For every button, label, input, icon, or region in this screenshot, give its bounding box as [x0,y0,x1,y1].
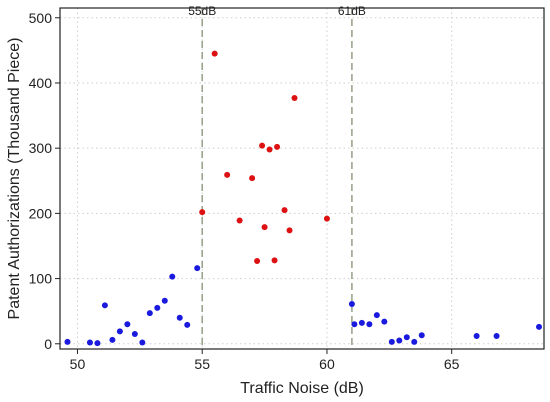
data-point [323,215,330,222]
x-tick-label: 50 [70,356,86,372]
data-point [146,310,153,317]
data-point [418,332,425,339]
data-point [176,314,183,321]
data-point [351,321,358,328]
data-point [109,336,116,343]
data-point [536,323,543,330]
data-point [348,301,355,308]
data-point [281,207,288,214]
data-point [388,338,395,345]
y-tick-label: 300 [29,140,53,156]
data-point [64,338,71,345]
y-axis-label: Patent Authorizations (Thousand Piece) [6,38,23,320]
data-point [116,328,123,335]
axis-ticks: 50 55 60 65 0 100 200 300 400 500 [29,10,460,372]
data-point [473,332,480,339]
data-point [224,171,231,178]
data-point [266,146,273,153]
reference-line-label: 55dB [188,4,216,18]
data-point [396,337,403,344]
plot-frame [59,7,545,350]
data-point [101,302,108,309]
data-point [254,257,261,264]
data-point [211,50,218,57]
data-point [291,94,298,101]
x-tick-label: 55 [194,356,210,372]
data-point [373,312,380,319]
x-axis-label: Traffic Noise (dB) [240,380,364,397]
y-tick-label: 0 [44,336,52,352]
data-point [236,217,243,224]
data-point [94,340,101,347]
data-point [161,297,168,304]
x-tick-label: 65 [444,356,460,372]
y-tick-label: 100 [29,271,53,287]
x-tick-label: 60 [319,356,335,372]
data-point [271,257,278,264]
data-point [358,319,365,326]
y-tick-label: 200 [29,205,53,221]
data-point [131,331,138,338]
data-point [274,143,281,150]
data-points [64,50,543,347]
y-tick-label: 400 [29,75,53,91]
data-point [261,224,268,231]
data-point [381,318,388,325]
data-point [259,142,266,149]
data-point [139,339,146,346]
data-point [249,175,256,182]
data-point [199,209,206,216]
data-point [86,339,93,346]
data-point [184,321,191,328]
grid-lines [60,8,544,349]
data-point [154,304,161,311]
data-point [493,332,500,339]
data-point [286,227,293,234]
data-point [411,338,418,345]
reference-line-label: 61dB [338,4,366,18]
data-point [366,321,373,328]
data-point [194,265,201,272]
y-tick-label: 500 [29,10,53,26]
data-point [124,321,131,328]
data-point [169,273,176,280]
data-point [403,334,410,341]
